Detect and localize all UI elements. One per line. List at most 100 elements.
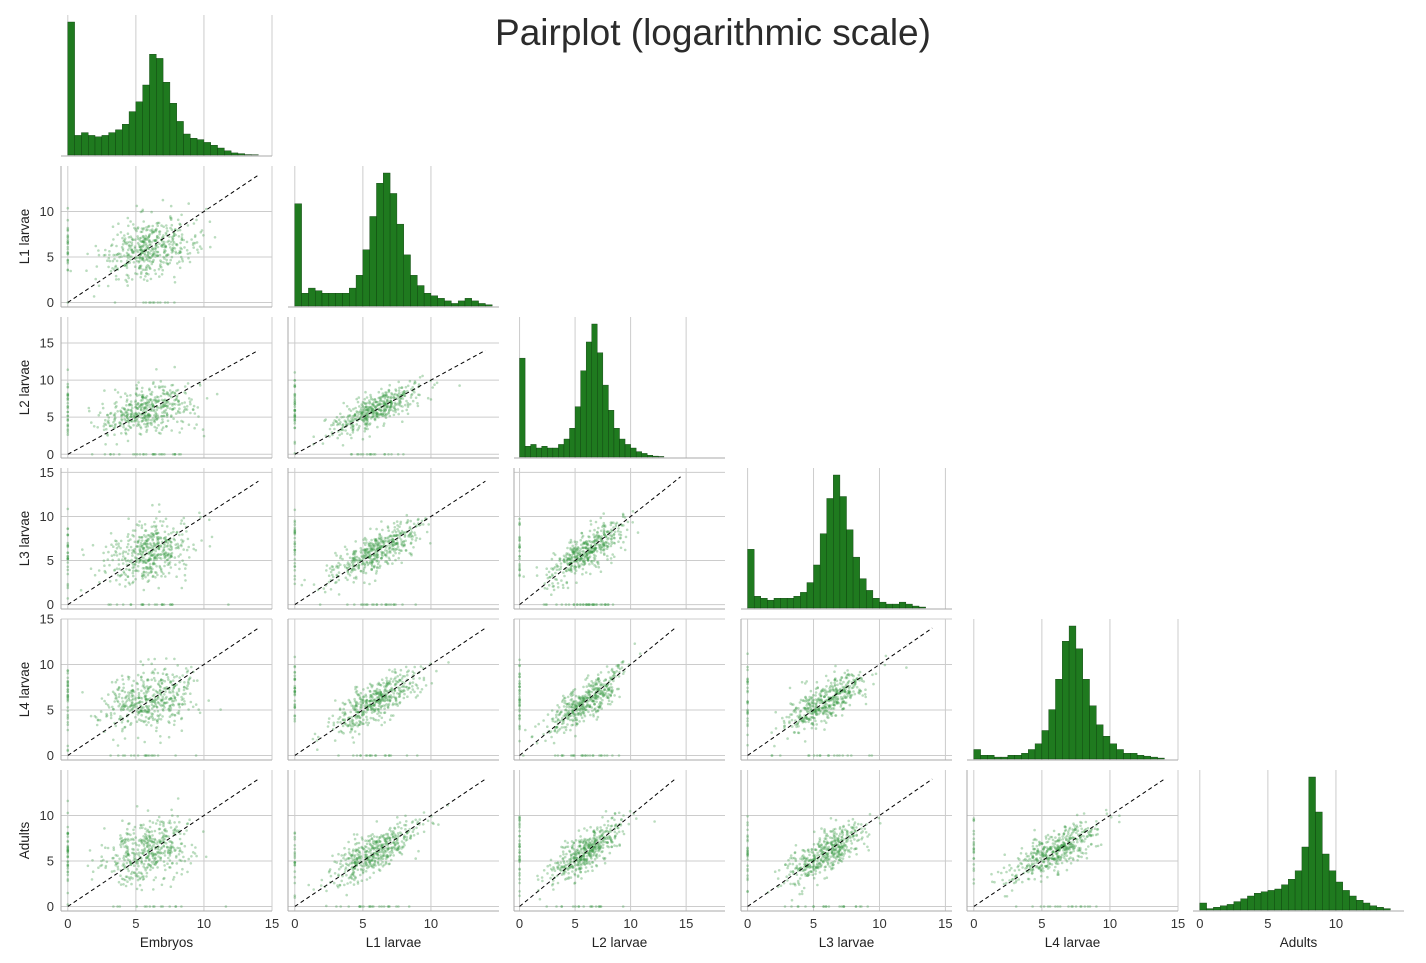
scatter-point	[579, 538, 582, 542]
scatter-point	[66, 709, 70, 713]
scatter-point	[175, 243, 179, 247]
scatter-point	[136, 545, 140, 548]
scatter-point	[123, 237, 127, 240]
scatter-point	[190, 665, 193, 669]
histogram-bar	[569, 428, 576, 458]
scatter-point	[152, 453, 156, 456]
scatter-point	[338, 422, 342, 426]
scatter-point	[555, 725, 559, 729]
scatter-point	[606, 694, 609, 698]
scatter-point	[376, 690, 380, 694]
scatter-point	[352, 741, 356, 744]
scatter-point	[165, 253, 168, 257]
scatter-point	[398, 551, 401, 555]
scatter-point	[133, 226, 136, 230]
scatter-point	[127, 533, 130, 536]
chart-title: Pairplot (logarithmic scale)	[495, 12, 931, 53]
scatter-point	[413, 382, 416, 385]
scatter-point	[130, 684, 134, 687]
scatter-point	[145, 545, 149, 548]
scatter-point	[354, 540, 358, 543]
scatter-point	[161, 420, 165, 424]
scatter-point	[405, 399, 408, 403]
scatter-point	[379, 701, 383, 704]
y-tick-label: 15	[40, 612, 54, 627]
scatter-point	[603, 754, 606, 757]
scatter-point	[125, 394, 129, 398]
scatter-point	[322, 587, 326, 590]
scatter-point	[117, 222, 120, 225]
scatter-point	[190, 398, 193, 401]
scatter-point	[120, 417, 123, 421]
scatter-point	[142, 682, 145, 686]
scatter-point	[406, 384, 410, 388]
scatter-point	[104, 571, 107, 574]
scatter-point	[142, 227, 146, 230]
scatter-point	[570, 540, 573, 544]
scatter-point	[352, 581, 356, 584]
scatter-point	[412, 546, 415, 549]
scatter-point	[112, 453, 115, 456]
scatter-point	[109, 453, 112, 456]
scatter-point	[114, 278, 118, 281]
scatter-point	[581, 754, 585, 757]
scatter-point	[585, 685, 589, 688]
scatter-point	[617, 666, 620, 669]
scatter-point	[610, 691, 614, 694]
scatter-point	[113, 712, 116, 715]
scatter-point	[124, 419, 128, 422]
scatter-point	[178, 403, 182, 406]
scatter-point	[129, 245, 133, 248]
scatter-point	[357, 702, 360, 705]
scatter-point	[142, 243, 146, 247]
scatter-point	[153, 239, 157, 242]
scatter-point	[375, 412, 379, 416]
scatter-point	[617, 754, 621, 757]
scatter-point	[133, 416, 136, 420]
scatter-point	[131, 238, 135, 241]
scatter-point	[108, 580, 112, 583]
scatter-point	[139, 245, 142, 249]
scatter-point	[157, 423, 160, 427]
scatter-point	[146, 413, 149, 417]
scatter-panel-l3-larvae-vs-l2-larvae	[513, 468, 725, 610]
scatter-point	[164, 245, 168, 249]
scatter-point	[127, 244, 131, 247]
scatter-point	[378, 537, 381, 541]
scatter-point	[153, 693, 156, 696]
scatter-point	[330, 565, 334, 568]
scatter-point	[146, 247, 150, 250]
scatter-point	[621, 515, 625, 518]
scatter-point	[321, 442, 325, 445]
scatter-point	[165, 545, 169, 548]
scatter-point	[150, 232, 154, 235]
scatter-point	[631, 521, 634, 524]
scatter-point	[158, 230, 161, 234]
scatter-point	[391, 562, 394, 565]
histogram-bar	[444, 300, 452, 307]
scatter-point	[568, 554, 571, 557]
scatter-point	[119, 409, 122, 413]
scatter-point	[407, 534, 411, 537]
scatter-point	[393, 678, 396, 681]
scatter-point	[153, 239, 157, 242]
scatter-point	[599, 754, 603, 757]
scatter-point	[140, 536, 144, 539]
scatter-point	[575, 547, 579, 551]
scatter-point	[112, 413, 116, 417]
scatter-point	[121, 562, 125, 565]
scatter-point	[349, 433, 352, 437]
histogram-bar	[552, 447, 559, 458]
scatter-point	[555, 578, 558, 581]
scatter-point	[524, 728, 527, 732]
scatter-point	[359, 703, 363, 707]
scatter-point	[202, 234, 205, 237]
scatter-point	[166, 701, 169, 704]
scatter-point	[374, 572, 378, 575]
scatter-point	[174, 252, 178, 255]
scatter-point	[151, 260, 154, 264]
scatter-point	[66, 555, 70, 558]
scatter-point	[392, 554, 395, 557]
scatter-point	[331, 575, 335, 579]
scatter-point	[576, 603, 579, 606]
